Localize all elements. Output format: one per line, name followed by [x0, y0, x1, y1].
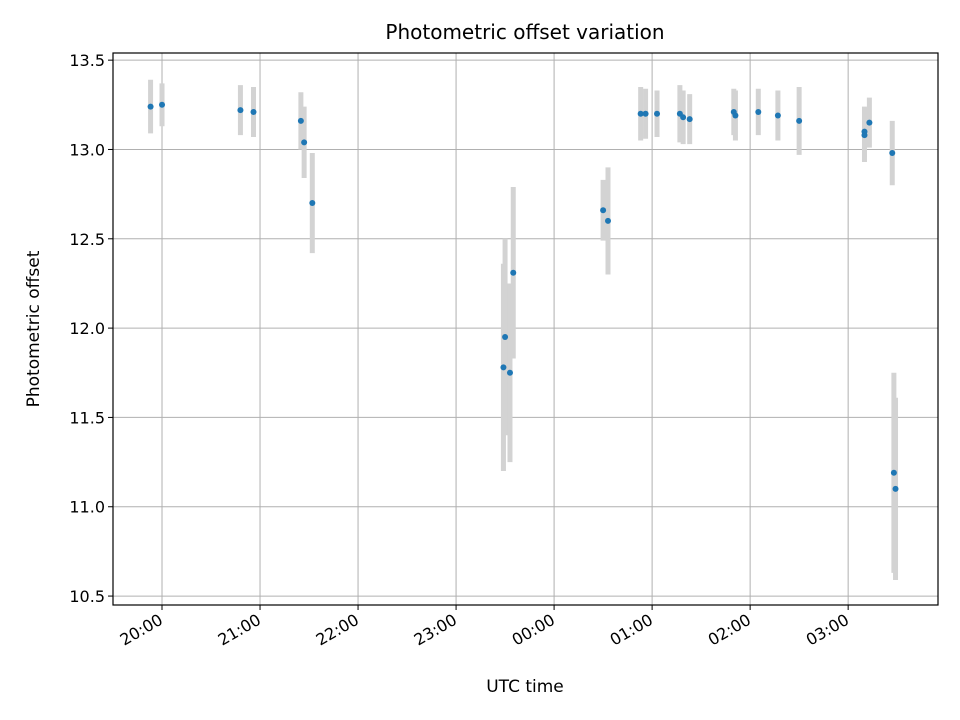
data-point [680, 114, 687, 121]
data-points [147, 101, 899, 492]
data-point [774, 112, 781, 119]
data-point [654, 110, 661, 117]
y-tick-label: 11.0 [69, 498, 105, 517]
y-tick-label: 12.0 [69, 319, 105, 338]
y-tick-label: 12.5 [69, 230, 105, 249]
data-point [889, 150, 896, 157]
data-point [642, 110, 649, 117]
data-point [890, 469, 897, 476]
y-tick-label: 10.5 [69, 587, 105, 606]
y-axis-title: Photometric offset [24, 250, 44, 407]
data-point [237, 107, 244, 114]
data-point [866, 119, 873, 126]
data-point [796, 117, 803, 124]
data-point [301, 139, 308, 146]
x-axis-title: UTC time [486, 677, 564, 697]
data-point [755, 108, 762, 115]
data-point [892, 485, 899, 492]
y-tick-label: 13.0 [69, 140, 105, 159]
y-tick-label: 11.5 [69, 408, 105, 427]
data-point [732, 112, 739, 119]
data-point [502, 334, 509, 341]
data-point [637, 110, 644, 117]
data-point [309, 200, 316, 207]
data-point [147, 103, 154, 110]
chart-title: Photometric offset variation [385, 20, 664, 44]
y-tick-label: 13.5 [69, 51, 105, 70]
data-point [506, 369, 513, 376]
data-point [510, 269, 517, 276]
data-point [297, 117, 304, 124]
plot-area-frame [112, 52, 939, 606]
data-point [605, 217, 611, 224]
data-point [600, 207, 607, 214]
data-point [250, 108, 257, 115]
data-point [500, 364, 507, 371]
data-point [861, 132, 868, 139]
data-point [159, 101, 166, 108]
data-point [686, 116, 693, 123]
